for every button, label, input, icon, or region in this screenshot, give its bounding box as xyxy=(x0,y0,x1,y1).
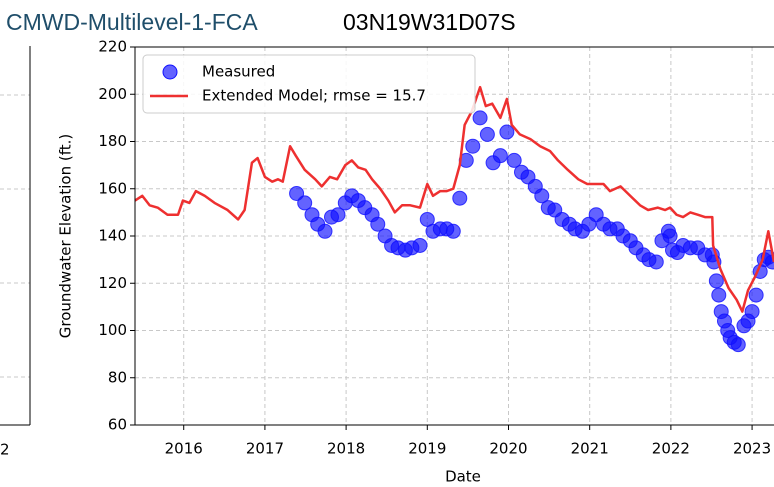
x-tick-label: 2017 xyxy=(246,440,284,458)
x-tick-label: 2020 xyxy=(489,440,527,458)
legend-label: Measured xyxy=(202,63,275,81)
y-tick-label: 120 xyxy=(98,274,127,292)
measured-point xyxy=(452,190,468,206)
measured-point xyxy=(317,223,333,239)
x-tick-label: 2 xyxy=(0,441,10,459)
y-tick-label: 200 xyxy=(98,85,127,103)
measured-point xyxy=(506,152,522,168)
x-axis-label: Date xyxy=(445,468,481,486)
y-tick-label: 180 xyxy=(98,132,127,150)
x-tick-label: 2019 xyxy=(408,440,446,458)
measured-point xyxy=(472,110,488,126)
measured-point xyxy=(445,223,461,239)
measured-point xyxy=(370,216,386,232)
measured-point xyxy=(479,126,495,142)
measured-point xyxy=(412,237,428,253)
y-tick-label: 60 xyxy=(108,416,127,434)
measured-point xyxy=(465,138,481,154)
measured-point xyxy=(297,195,313,211)
measured-point xyxy=(648,254,664,270)
y-tick-label: 220 xyxy=(98,38,127,56)
measured-point xyxy=(499,124,515,140)
left-panel: 2 xyxy=(0,46,31,459)
legend-box xyxy=(142,54,476,114)
y-tick-label: 160 xyxy=(98,179,127,197)
x-tick-label: 2016 xyxy=(165,440,203,458)
measured-point xyxy=(711,287,727,303)
legend-label: Extended Model; rmse = 15.7 xyxy=(202,87,426,105)
y-tick-label: 80 xyxy=(108,368,127,386)
measured-point xyxy=(708,273,724,289)
y-tick-label: 100 xyxy=(98,321,127,339)
x-tick-label: 2021 xyxy=(571,440,609,458)
measured-point xyxy=(744,304,760,320)
measured-point xyxy=(748,287,764,303)
measured-point xyxy=(534,188,550,204)
well-title: 03N19W31D07S xyxy=(343,9,516,35)
y-axis-label: Groundwater Elevation (ft.) xyxy=(57,134,75,339)
y-tick-label: 140 xyxy=(98,227,127,245)
x-tick-label: 2018 xyxy=(327,440,365,458)
legend-marker xyxy=(162,64,178,80)
site-title: CMWD-Multilevel-1-FCA xyxy=(6,9,258,35)
measured-point xyxy=(492,148,508,164)
measured-point xyxy=(730,337,746,353)
measured-point xyxy=(330,207,346,223)
model-line xyxy=(134,85,774,313)
x-tick-label: 2023 xyxy=(733,440,771,458)
measured-point xyxy=(662,228,678,244)
measured-point xyxy=(289,185,305,201)
x-tick-label: 2022 xyxy=(652,440,690,458)
